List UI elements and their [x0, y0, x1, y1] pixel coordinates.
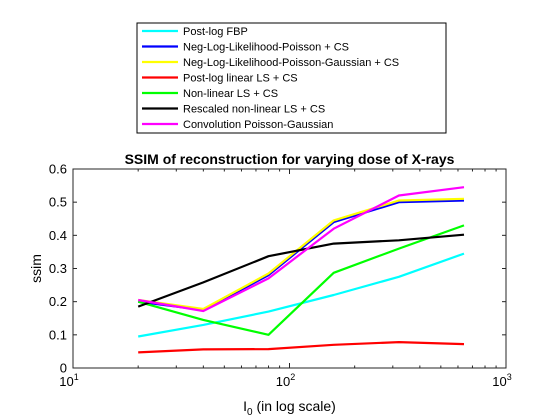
x-tick-label-2: 103 — [492, 372, 511, 389]
chart-title: SSIM of reconstruction for varying dose … — [125, 151, 455, 167]
x-tick-exponent: 3 — [507, 372, 512, 382]
legend-label-2: Neg-Log-Likelihood-Poisson + CS — [183, 42, 349, 54]
y-tick-label-3: 0.3 — [49, 261, 67, 276]
axis-ticks — [72, 168, 507, 369]
series-line-3 — [138, 197, 465, 311]
x-tick-label-1: 102 — [276, 372, 295, 389]
y-tick-label-0: 0 — [60, 361, 67, 376]
y-tick-labels: 0 0.1 0.2 0.3 0.4 0.5 0.6 — [49, 162, 67, 376]
y-tick-label-2: 0.2 — [49, 294, 67, 309]
y-tick-label-5: 0.5 — [49, 195, 67, 210]
x-axis-label-suffix: (in log scale) — [253, 398, 336, 414]
x-axis-label: I0 (in log scale) — [243, 398, 336, 418]
x-tick-labels: 101 102 103 — [59, 372, 511, 389]
series-line-6 — [137, 233, 465, 308]
series-line-5 — [137, 224, 465, 336]
y-tick-label-1: 0.1 — [49, 327, 67, 342]
x-tick-base: 10 — [492, 374, 506, 389]
y-tick-label-4: 0.4 — [49, 228, 67, 243]
x-tick-base: 10 — [59, 374, 73, 389]
x-tick-label-0: 101 — [59, 372, 78, 389]
plot-area: 00.10.20.30.40.50.6 101 102 103 — [49, 162, 512, 390]
legend-label-4: Post-log linear LS + CS — [183, 73, 298, 85]
legend-label-5: Non-linear LS + CS — [183, 88, 278, 100]
series-lines — [137, 186, 465, 354]
x-tick-base: 10 — [276, 374, 290, 389]
x-axis-label-main: I — [243, 398, 247, 414]
x-tick-exponent: 2 — [290, 372, 295, 382]
legend-box — [136, 22, 447, 134]
x-tick-exponent: 1 — [74, 372, 79, 382]
legend: Post-log FBP Neg-Log-Likelihood-Poisson +… — [136, 22, 447, 134]
series-line-4 — [138, 341, 465, 354]
legend-label-6: Rescaled non-linear LS + CS — [183, 104, 325, 116]
x-axis-label-subscript: 0 — [247, 407, 253, 418]
y-tick-label-6: 0.6 — [49, 162, 67, 177]
series-line-7 — [138, 186, 465, 313]
legend-label-3: Neg-Log-Likelihood-Poisson-Gaussian + CS — [183, 57, 399, 69]
legend-label-1: Post-log FBP — [183, 26, 248, 38]
y-axis-label: ssim — [28, 254, 44, 283]
legend-label-7: Convolution Poisson-Gaussian — [183, 119, 333, 131]
